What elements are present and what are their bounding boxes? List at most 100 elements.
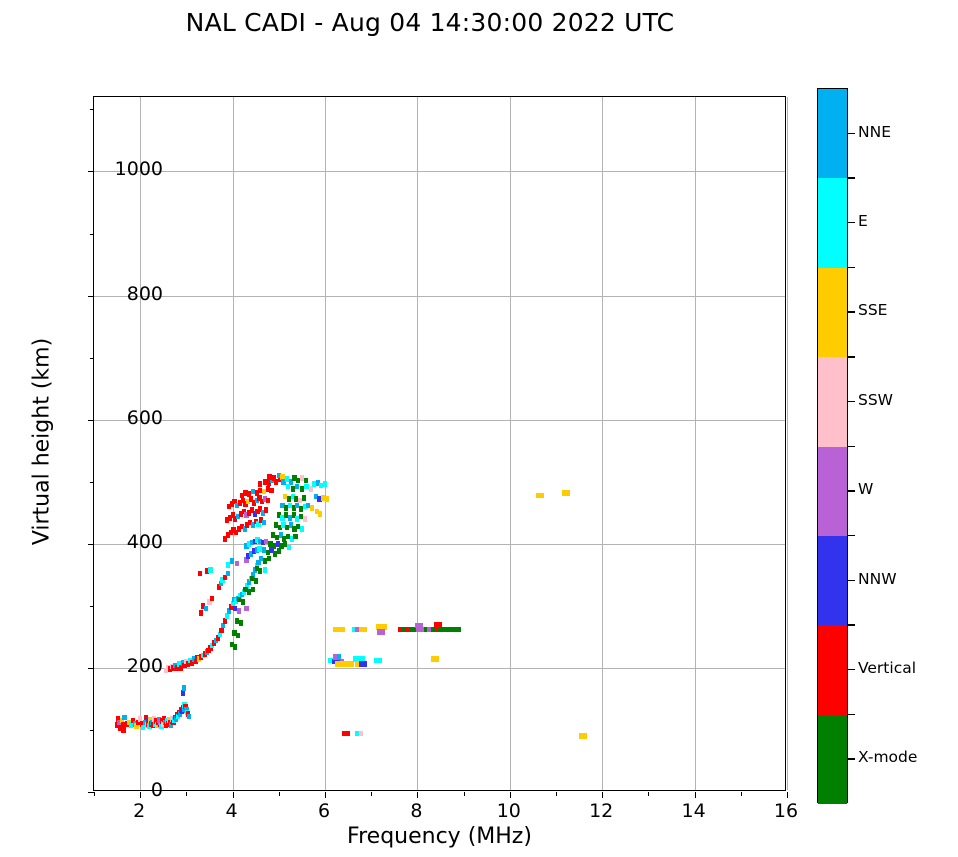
data-point bbox=[261, 547, 267, 553]
data-point bbox=[266, 555, 271, 562]
data-point bbox=[321, 495, 326, 501]
data-point bbox=[284, 505, 289, 511]
data-point bbox=[224, 612, 230, 619]
x-axis-tick-label: 16 bbox=[773, 800, 799, 822]
y-axis-tick bbox=[88, 667, 94, 669]
data-point bbox=[290, 493, 295, 500]
data-point bbox=[322, 481, 328, 487]
colorbar-label-vertical: Vertical bbox=[858, 658, 917, 677]
gridline-vertical bbox=[417, 97, 419, 790]
x-axis-tick-minor bbox=[740, 792, 742, 796]
data-point bbox=[431, 626, 436, 633]
data-point bbox=[379, 624, 384, 630]
colorbar-segment-x-mode bbox=[818, 714, 847, 804]
data-point bbox=[265, 497, 270, 504]
data-point bbox=[340, 626, 345, 633]
data-point bbox=[228, 604, 233, 610]
data-point bbox=[303, 477, 308, 484]
colorbar-label-e: E bbox=[858, 212, 868, 231]
colorbar-label-nnw: NNW bbox=[858, 569, 897, 588]
data-point bbox=[358, 730, 364, 737]
data-point bbox=[258, 568, 263, 574]
data-point bbox=[427, 626, 432, 633]
x-axis-title: Frequency (MHz) bbox=[347, 824, 532, 849]
data-point bbox=[295, 516, 300, 522]
data-point bbox=[442, 626, 447, 633]
data-point bbox=[168, 722, 173, 728]
data-point bbox=[285, 533, 291, 540]
data-point bbox=[358, 626, 364, 633]
y-axis-tick-label: 200 bbox=[126, 654, 163, 677]
data-point bbox=[397, 626, 402, 633]
data-point bbox=[258, 538, 263, 545]
data-point bbox=[377, 657, 382, 664]
gridline-horizontal bbox=[94, 171, 785, 173]
data-point bbox=[247, 579, 252, 586]
data-point bbox=[252, 511, 257, 517]
data-point bbox=[328, 657, 333, 664]
y-axis-tick bbox=[88, 171, 94, 173]
data-point bbox=[401, 626, 406, 633]
data-point bbox=[250, 572, 256, 578]
data-point bbox=[263, 538, 268, 545]
data-point bbox=[267, 473, 272, 480]
data-point bbox=[231, 527, 236, 533]
data-point bbox=[244, 557, 249, 563]
data-point bbox=[276, 512, 281, 519]
data-point bbox=[346, 730, 351, 737]
gridline-vertical bbox=[140, 97, 142, 790]
data-point bbox=[249, 507, 255, 514]
x-axis-tick-minor bbox=[186, 792, 188, 796]
data-point bbox=[181, 684, 186, 691]
data-point bbox=[217, 631, 222, 638]
data-point bbox=[247, 491, 252, 497]
data-point bbox=[309, 505, 315, 511]
data-point bbox=[229, 558, 234, 564]
y-axis-tick-minor bbox=[90, 109, 94, 111]
x-axis-tick bbox=[694, 792, 696, 798]
y-axis-tick-label: 1000 bbox=[114, 158, 163, 181]
data-point bbox=[233, 644, 238, 650]
data-point bbox=[293, 533, 298, 540]
data-point bbox=[280, 473, 285, 480]
data-point bbox=[210, 595, 215, 602]
colorbar-label-x-mode: X-mode bbox=[858, 748, 918, 767]
y-axis-tick-minor bbox=[90, 357, 94, 359]
data-point bbox=[274, 534, 280, 541]
data-point bbox=[456, 626, 462, 633]
x-axis-tick-minor bbox=[648, 792, 650, 796]
data-point bbox=[204, 568, 209, 574]
data-point bbox=[224, 517, 230, 523]
data-point bbox=[315, 480, 320, 486]
data-point bbox=[445, 626, 450, 633]
data-point bbox=[298, 513, 304, 520]
data-point bbox=[423, 626, 428, 633]
y-axis-tick-minor bbox=[90, 729, 94, 731]
x-axis-tick bbox=[787, 792, 788, 798]
data-point bbox=[176, 661, 182, 667]
data-point bbox=[292, 526, 297, 532]
data-point bbox=[299, 526, 304, 532]
data-point bbox=[136, 719, 141, 726]
data-point bbox=[431, 656, 436, 662]
data-point bbox=[295, 502, 300, 509]
data-point bbox=[279, 543, 284, 550]
data-point bbox=[304, 483, 309, 490]
data-point bbox=[438, 626, 443, 633]
data-point bbox=[257, 495, 262, 501]
colorbar-boundary-tick bbox=[848, 266, 855, 269]
data-point bbox=[349, 661, 354, 667]
data-point bbox=[540, 492, 545, 499]
data-point bbox=[299, 486, 304, 492]
data-point bbox=[258, 487, 263, 494]
data-point bbox=[290, 486, 295, 492]
data-point bbox=[134, 723, 139, 729]
data-point bbox=[118, 725, 123, 731]
data-point bbox=[338, 661, 343, 667]
colorbar-label-nne: NNE bbox=[858, 122, 891, 141]
data-point bbox=[250, 522, 256, 528]
data-point bbox=[261, 509, 266, 516]
data-point bbox=[128, 722, 134, 728]
data-point bbox=[269, 547, 274, 553]
